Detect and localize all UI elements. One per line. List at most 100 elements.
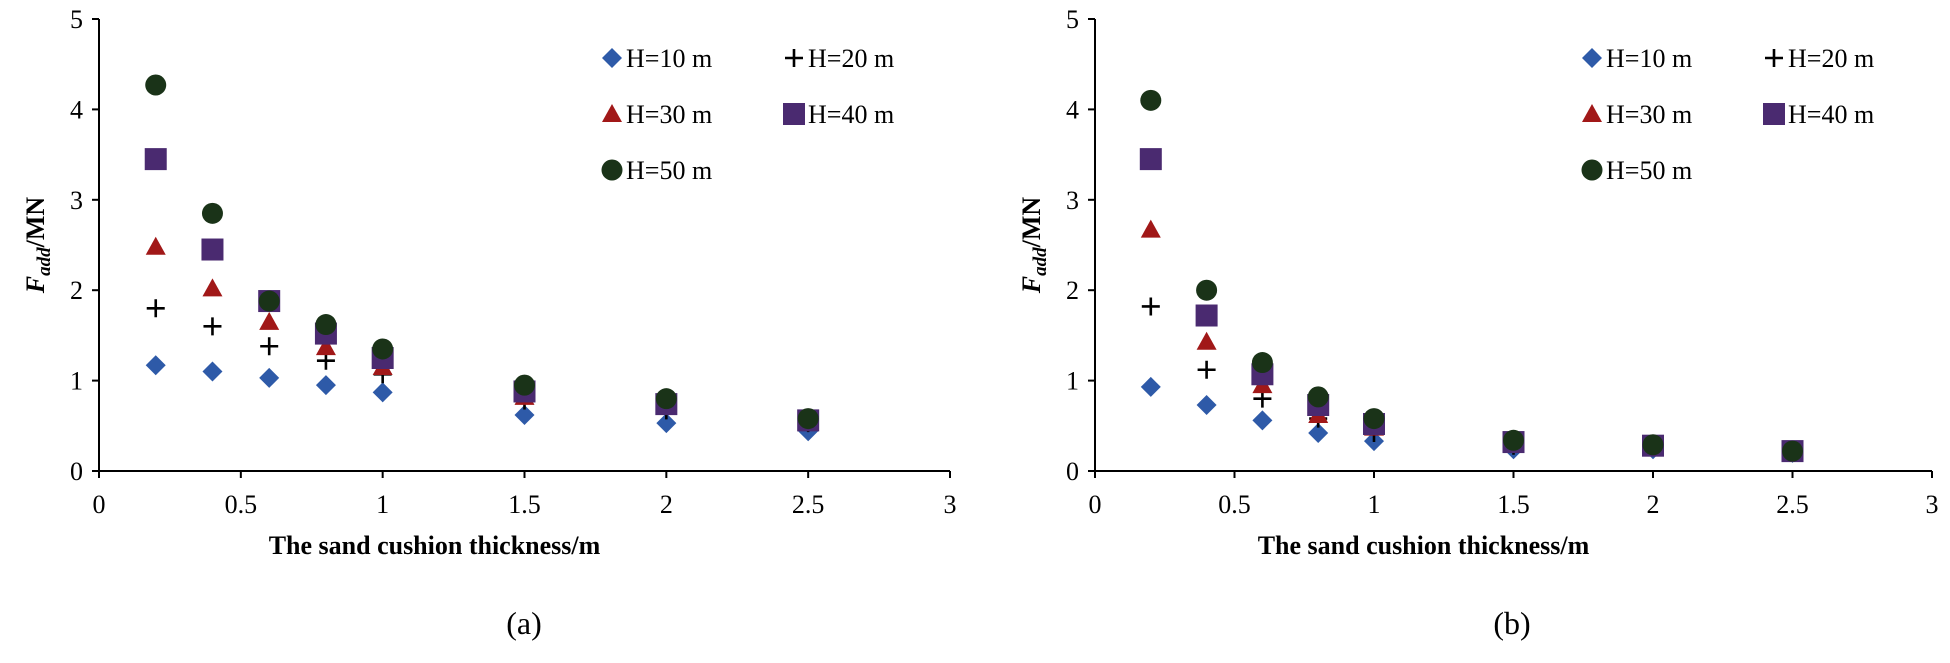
data-point xyxy=(1195,304,1218,327)
x-tick-label: 2 xyxy=(660,490,673,519)
data-point xyxy=(1503,429,1524,451)
y-tick-label: 4 xyxy=(70,95,83,124)
series-h50 xyxy=(145,74,819,430)
legend-label: H=20 m xyxy=(1788,44,1874,73)
legend-label: H=30 m xyxy=(1606,100,1692,129)
legend-label: H=50 m xyxy=(626,156,712,185)
y-tick-label: 1 xyxy=(70,367,83,396)
y-tick-label: 2 xyxy=(1066,276,1079,305)
legend-entry: H=20 m xyxy=(1765,44,1874,73)
x-tick-label: 3 xyxy=(1926,490,1939,519)
legend-label: H=40 m xyxy=(808,100,894,129)
y-tick-label: 5 xyxy=(1066,5,1079,34)
y-axis-title: Fadd/MN xyxy=(1017,197,1051,295)
x-tick-label: 1.5 xyxy=(1497,490,1530,519)
y-axis-title-main: F xyxy=(21,276,50,294)
legend-entry: H=10 m xyxy=(1582,44,1692,73)
data-point xyxy=(1642,434,1664,456)
y-tick-label: 3 xyxy=(1066,186,1079,215)
data-point xyxy=(201,202,223,224)
legend-label: H=50 m xyxy=(1606,156,1692,185)
legend-entry: H=30 m xyxy=(1582,100,1692,129)
data-point xyxy=(315,314,337,336)
chart-panel-b: 0 1 2 3 4 5 0 0.5 1 1.5 2 2.5 3 The sand cushion thic… xyxy=(1017,5,1939,641)
y-tick-label: 2 xyxy=(70,276,83,305)
y-axis-title-unit: /MN xyxy=(1017,197,1046,249)
legend-label: H=30 m xyxy=(626,100,712,129)
y-tick-label: 0 xyxy=(70,457,83,486)
series-h40 xyxy=(144,148,820,432)
legend-entry: H=40 m xyxy=(1763,100,1874,129)
data-point xyxy=(203,317,222,336)
x-tick-label: 1 xyxy=(376,490,389,519)
legend-entry: H=40 m xyxy=(783,100,894,129)
data-point xyxy=(797,408,819,430)
legend-marker xyxy=(601,159,623,181)
legend-label: H=10 m xyxy=(626,44,712,73)
legend-marker xyxy=(602,48,622,68)
y-axis-title-subscript: add xyxy=(34,247,55,276)
data-point xyxy=(514,374,535,396)
x-tick-label: 3 xyxy=(944,490,957,519)
panel-label: (b) xyxy=(1493,605,1530,641)
legend-label: H=20 m xyxy=(808,44,894,73)
data-point xyxy=(260,337,279,356)
data-point xyxy=(372,338,394,360)
data-point xyxy=(202,278,223,297)
legend-entry: H=30 m xyxy=(602,100,712,129)
y-axis-title-main: F xyxy=(1017,276,1046,294)
legend-marker xyxy=(1582,48,1602,68)
series-h30 xyxy=(145,236,819,428)
x-tick-label: 2 xyxy=(1647,490,1660,519)
data-point xyxy=(1196,395,1217,416)
series-h10 xyxy=(1140,376,1803,463)
data-point xyxy=(372,382,393,403)
x-tick-label: 0 xyxy=(93,490,106,519)
data-point xyxy=(1141,297,1160,316)
legend-marker xyxy=(1765,49,1783,67)
data-point xyxy=(145,355,166,376)
data-point xyxy=(1307,386,1329,408)
y-tick-label: 5 xyxy=(70,5,83,34)
series-h20 xyxy=(1141,297,1802,462)
data-point xyxy=(1196,331,1217,350)
data-point xyxy=(201,238,224,261)
data-point xyxy=(1140,219,1161,238)
data-point xyxy=(145,236,166,255)
x-tick-label: 0.5 xyxy=(1218,490,1251,519)
y-tick-label: 1 xyxy=(1066,367,1079,396)
data-point xyxy=(1197,360,1216,379)
y-axis-title-subscript: add xyxy=(1030,247,1051,276)
x-axis-title: The sand cushion thickness/m xyxy=(1258,531,1590,560)
data-point xyxy=(656,413,677,434)
series-h30 xyxy=(1140,219,1803,461)
data-point xyxy=(259,367,280,388)
legend-marker xyxy=(1763,103,1785,125)
legend-label: H=10 m xyxy=(1606,44,1692,73)
legend-marker xyxy=(783,103,805,125)
y-tick-label: 3 xyxy=(70,186,83,215)
data-point xyxy=(1140,89,1162,111)
legend-marker xyxy=(602,104,622,122)
panel-label: (a) xyxy=(506,605,542,641)
data-point xyxy=(1363,408,1385,430)
x-tick-label: 2.5 xyxy=(792,490,825,519)
legend-entry: H=20 m xyxy=(785,44,894,73)
x-axis-title: The sand cushion thickness/m xyxy=(269,531,601,560)
series-h10 xyxy=(145,355,819,442)
legend-marker xyxy=(1582,104,1602,122)
data-point xyxy=(1140,376,1161,397)
data-point xyxy=(259,311,280,330)
data-point xyxy=(202,361,223,382)
data-point xyxy=(1308,423,1329,444)
series-h40 xyxy=(1139,148,1804,463)
y-tick-label: 4 xyxy=(1066,95,1079,124)
chart-panel-a: 0 1 2 3 4 5 0 0.5 1 1.5 2 2.5 3 The sand cushion thic… xyxy=(21,5,957,641)
data-point xyxy=(144,148,167,171)
data-point xyxy=(655,388,677,410)
data-point xyxy=(145,74,167,96)
data-point xyxy=(1252,410,1273,431)
data-point xyxy=(315,375,336,396)
legend-marker xyxy=(1581,159,1603,181)
